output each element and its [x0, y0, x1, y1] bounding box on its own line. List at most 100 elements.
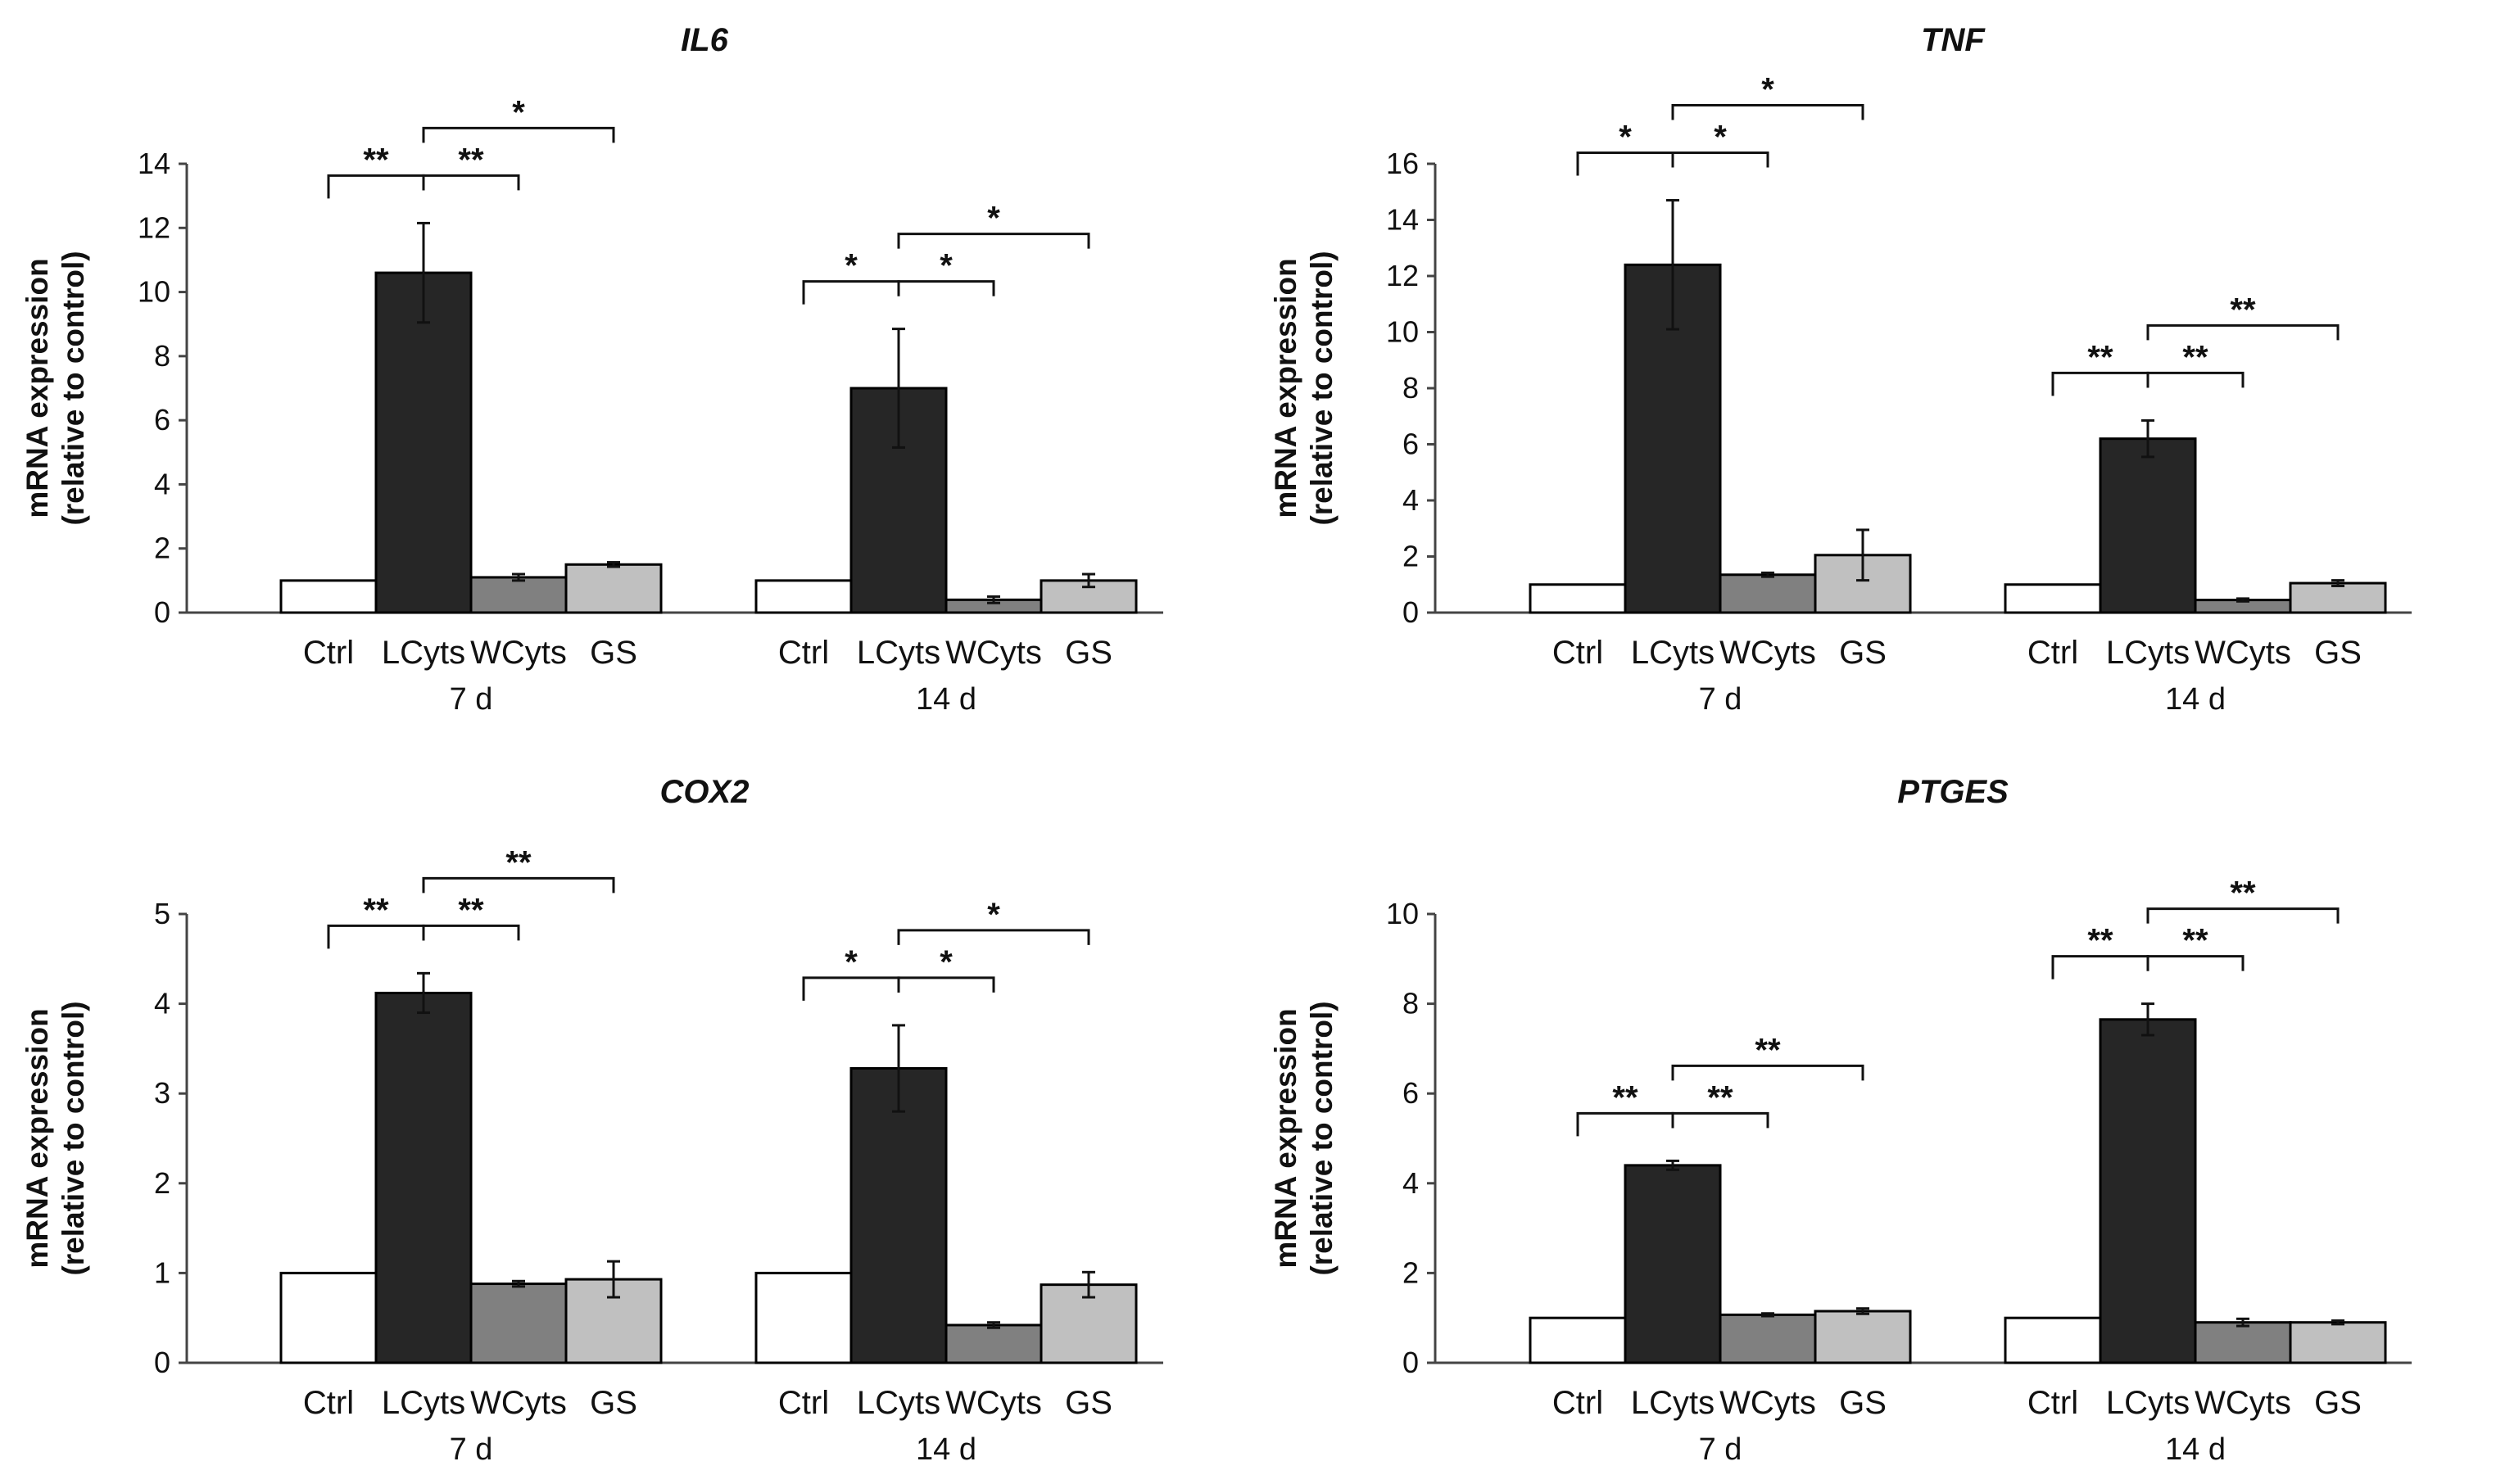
x-category-label: Ctrl	[2027, 635, 2078, 671]
y-tick-label: 4	[1402, 1166, 1419, 1200]
significance-bracket: *	[1671, 72, 1864, 120]
x-category-label: LCyts	[857, 1385, 940, 1421]
significance-label: *	[940, 944, 953, 980]
significance-bracket: *	[897, 248, 995, 296]
bracket-line	[1576, 152, 1674, 176]
significance-bracket: *	[897, 944, 995, 993]
y-axis-label-line: (relative to control)	[57, 1001, 90, 1275]
x-category-label: Ctrl	[1552, 1385, 1603, 1421]
significance-bracket: **	[2146, 875, 2340, 924]
bar-ctrl-14d	[2004, 583, 2102, 614]
bracket-line	[422, 924, 520, 941]
y-tick-label: 8	[1402, 371, 1419, 405]
x-category-label: Ctrl	[2027, 1385, 2078, 1421]
x-group-label: 14 d	[916, 1432, 976, 1467]
x-category-label: LCyts	[2106, 635, 2190, 671]
chart-panel-il6: IL6 mRNA expression(relative to control) 0…	[20, 22, 1163, 717]
y-axis-label-line: mRNA expression	[20, 258, 54, 518]
bracket-line	[897, 976, 995, 993]
x-category-label: GS	[590, 1385, 637, 1421]
bracket-line	[2051, 955, 2149, 980]
x-category-label: GS	[590, 635, 637, 671]
bar-ctrl-7d	[279, 1271, 378, 1364]
bracket-line	[422, 876, 615, 894]
bracket-line	[2146, 323, 2340, 341]
y-tick-label: 2	[1402, 540, 1419, 573]
x-category-label: GS	[2314, 1385, 2362, 1421]
bar-wcyts-7d	[469, 576, 568, 614]
bracket-line	[897, 280, 995, 296]
bar-lcyts-14d	[2099, 1018, 2197, 1364]
x-category-label: GS	[1065, 635, 1112, 671]
bar-lcyts-14d	[849, 1067, 948, 1364]
bracket-line	[327, 174, 425, 199]
bracket-line	[1576, 1111, 1674, 1137]
bar-ctrl-14d	[2004, 1316, 2102, 1364]
bracket-line	[802, 976, 900, 1001]
significance-label: **	[2087, 339, 2113, 375]
significance-bracket: **	[2146, 923, 2245, 971]
bar-gs-7d	[564, 563, 663, 614]
x-category-label: LCyts	[857, 635, 940, 671]
significance-bracket: **	[422, 892, 520, 941]
bar-ctrl-7d	[1529, 1316, 1627, 1364]
x-category-label: WCyts	[1719, 635, 1816, 671]
y-tick-label: 5	[154, 897, 170, 930]
bracket-line	[422, 126, 615, 143]
y-tick-label: 6	[1402, 428, 1419, 461]
chart-panel-cox2: COX2 mRNA expression(relative to control)…	[20, 774, 1163, 1467]
bracket-line	[1671, 1111, 1769, 1129]
bracket-line	[2146, 371, 2245, 388]
y-axis-label: mRNA expression(relative to control)	[1269, 1001, 1339, 1275]
significance-bracket: *	[1576, 120, 1674, 176]
chart-title: PTGES	[1897, 774, 2009, 810]
significance-bracket: **	[422, 142, 520, 191]
bracket-line	[2051, 371, 2149, 396]
significance-label: *	[940, 248, 953, 284]
x-category-label: LCyts	[382, 635, 465, 671]
x-category-label: Ctrl	[303, 635, 354, 671]
y-tick-label: 2	[1402, 1256, 1419, 1289]
x-category-label: WCyts	[2195, 1385, 2291, 1421]
significance-label: *	[1619, 120, 1632, 156]
y-axis-label-line: mRNA expression	[1269, 1008, 1302, 1268]
bracket-line	[802, 280, 900, 305]
significance-label: **	[2230, 292, 2256, 328]
x-category-label: Ctrl	[778, 635, 829, 671]
significance-label: **	[363, 142, 389, 178]
bar-wcyts-14d	[2194, 1321, 2292, 1364]
x-category-label: WCyts	[2195, 635, 2291, 671]
bracket-line	[897, 929, 1090, 945]
significance-bracket: **	[2146, 292, 2340, 341]
y-tick-label: 1	[154, 1256, 170, 1289]
bracket-line	[327, 924, 425, 949]
significance-bracket: *	[802, 944, 900, 1001]
x-category-label: LCyts	[382, 1385, 465, 1421]
significance-bracket: *	[897, 201, 1090, 249]
y-axis-label-line: (relative to control)	[1305, 251, 1339, 525]
chart-title: COX2	[660, 774, 750, 810]
bar-lcyts-7d	[1624, 1164, 1722, 1364]
x-group-label: 14 d	[2165, 682, 2226, 717]
x-category-label: GS	[1839, 635, 1887, 671]
y-tick-label: 2	[154, 1166, 170, 1200]
x-category-label: LCyts	[2106, 1385, 2190, 1421]
bar-gs-14d	[2289, 1321, 2387, 1364]
y-tick-label: 16	[1386, 147, 1419, 180]
significance-bracket: **	[1576, 1079, 1674, 1137]
bracket-line	[1671, 104, 1864, 120]
x-category-label: WCyts	[945, 1385, 1042, 1421]
x-group-label: 7 d	[450, 682, 493, 717]
bracket-line	[897, 233, 1090, 249]
chart-panel-ptges: PTGES mRNA expression(relative to control…	[1269, 774, 2412, 1467]
y-tick-label: 8	[154, 339, 170, 373]
x-category-label: GS	[2314, 635, 2362, 671]
x-category-label: Ctrl	[303, 1385, 354, 1421]
significance-label: *	[987, 201, 1000, 237]
y-tick-label: 0	[1402, 595, 1419, 629]
significance-label: *	[1761, 72, 1774, 108]
chart-title: IL6	[681, 22, 729, 58]
significance-label: **	[505, 844, 532, 880]
y-tick-label: 10	[138, 275, 170, 309]
